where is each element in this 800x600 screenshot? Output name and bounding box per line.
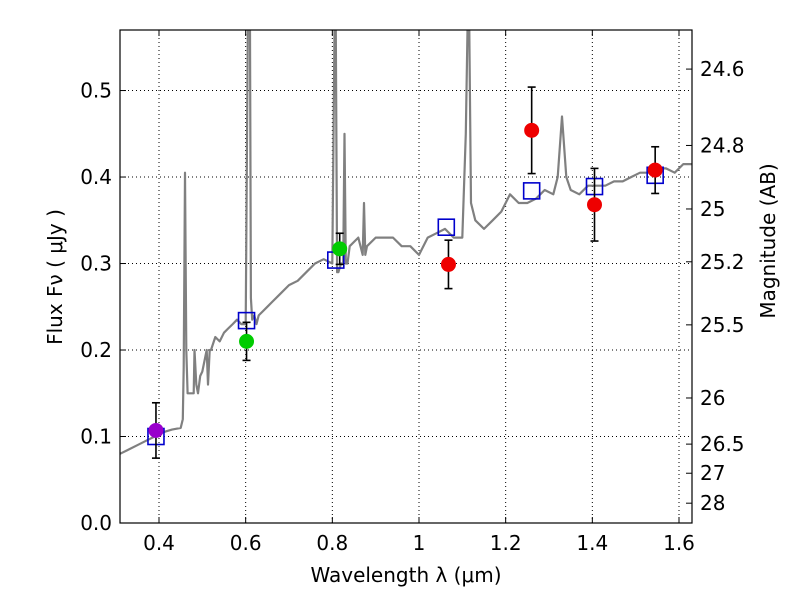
y-tick-label: 0.5 [80, 79, 112, 103]
x-tick-label: 0.8 [316, 531, 348, 555]
mag-tick-label: 24.6 [700, 57, 745, 81]
plot-frame [119, 29, 693, 524]
x-tick-label: 1.6 [663, 531, 695, 555]
model-spectrum-line [120, 30, 692, 455]
observed-flux-point [587, 197, 602, 213]
y-tick-label: 0.0 [80, 511, 112, 535]
observed-flux-point [148, 422, 164, 438]
y-tick-label: 0.3 [80, 252, 112, 276]
observed-flux-point [332, 241, 348, 257]
observed-flux-point [524, 122, 540, 138]
y-axis-title: Flux Fν ( μJy ) [43, 209, 67, 345]
x-tick-label: 1 [413, 531, 426, 555]
mag-tick-label: 25.5 [700, 313, 745, 337]
x-tick-label: 1.2 [490, 531, 522, 555]
x-axis-title: Wavelength λ (μm) [310, 563, 501, 587]
mag-tick-label: 26 [700, 386, 725, 410]
mag-tick-label: 28 [700, 491, 725, 515]
y-tick-label: 0.4 [80, 165, 112, 189]
x-tick-label: 0.4 [143, 531, 175, 555]
mag-tick-label: 25.2 [700, 250, 745, 274]
observed-flux-point [239, 333, 255, 349]
mag-tick-label: 27 [700, 461, 725, 485]
y-tick-label: 0.2 [80, 338, 112, 362]
axis-ticks: 0.4 0.6 0.8 1 1.2 1.4 1.6 0.0 0.1 0.2 0.3 0.4 0.5 24.… [80, 30, 745, 555]
grid-lines [120, 30, 692, 524]
x-tick-label: 0.6 [230, 531, 262, 555]
mag-tick-label: 24.8 [700, 133, 745, 157]
mag-tick-label: 25 [700, 197, 725, 221]
plot-area [120, 30, 692, 459]
mag-tick-label: 26.5 [700, 432, 745, 456]
observed-flux-point [647, 162, 663, 178]
observed-flux-point [440, 256, 456, 272]
x-tick-label: 1.4 [576, 531, 608, 555]
y-tick-label: 0.1 [80, 425, 112, 449]
y-axis-right-title: Magnitude (AB) [756, 163, 780, 318]
model-photometry-square [437, 218, 456, 236]
model-photometry-square [522, 182, 541, 200]
